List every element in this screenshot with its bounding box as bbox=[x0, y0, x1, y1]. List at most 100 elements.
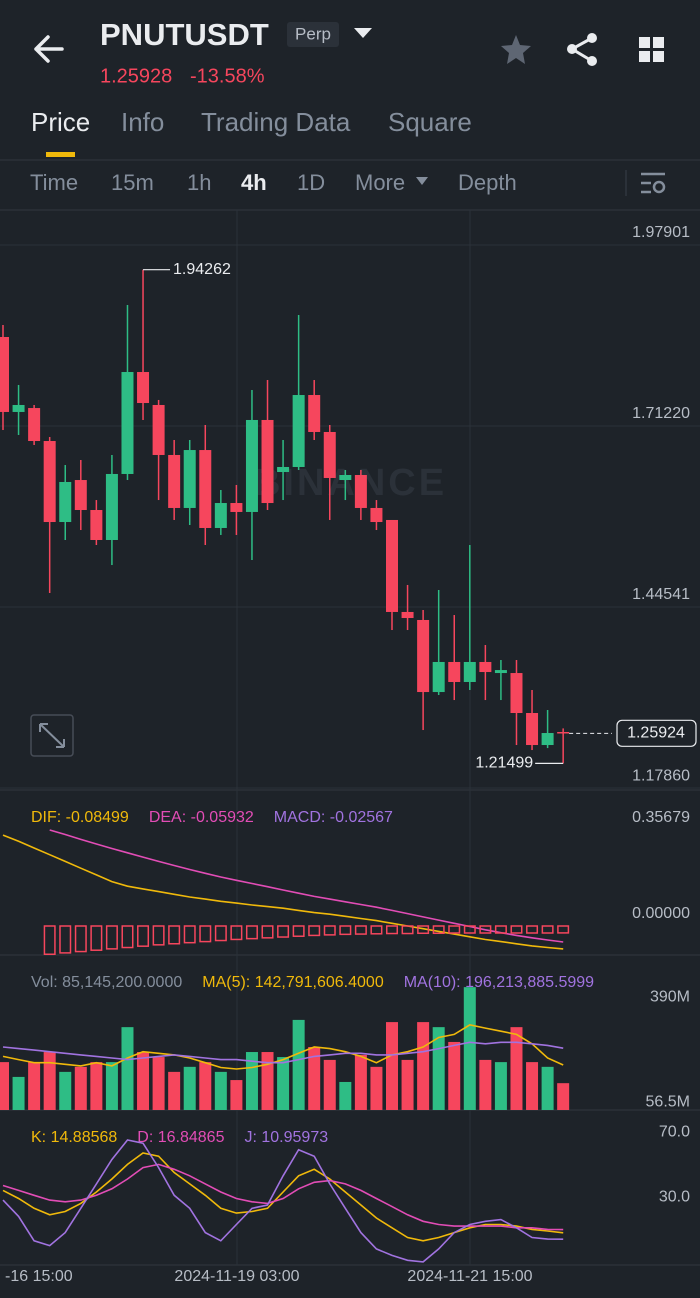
layout-button[interactable] bbox=[639, 37, 664, 62]
candle-body bbox=[448, 661, 461, 682]
tab[interactable]: Info bbox=[121, 107, 164, 137]
favorite-button[interactable] bbox=[501, 35, 531, 64]
indicator-bar bbox=[479, 1059, 492, 1110]
indicator-bar bbox=[510, 1027, 523, 1110]
indicator-bar bbox=[354, 925, 367, 935]
indicator-bar bbox=[214, 925, 227, 942]
candle-body bbox=[12, 404, 25, 412]
candle-body bbox=[261, 419, 274, 504]
interval[interactable]: Depth bbox=[458, 170, 517, 195]
indicator-bar bbox=[12, 1076, 25, 1110]
tab-indicator bbox=[46, 152, 75, 157]
indicator-bar bbox=[152, 925, 165, 946]
candle-body bbox=[90, 510, 103, 540]
indicator-bar bbox=[121, 925, 134, 949]
y-tick-label: 390M bbox=[650, 988, 690, 1005]
legend-entry: DEA: -0.05932 bbox=[149, 809, 254, 826]
time-label: -16 15:00 bbox=[5, 1268, 73, 1285]
indicator-bar bbox=[28, 1062, 41, 1110]
y-tick-label: 0.35679 bbox=[632, 809, 690, 826]
y-tick-label: 0.00000 bbox=[632, 905, 690, 922]
indicator-bar bbox=[277, 925, 290, 938]
indicator-bar bbox=[43, 1052, 56, 1110]
share-button[interactable] bbox=[567, 33, 597, 66]
indicator-line bbox=[2, 1024, 564, 1070]
y-tick-label: 30.0 bbox=[659, 1188, 690, 1205]
candle-body bbox=[245, 419, 258, 512]
indicator-bar bbox=[74, 1066, 87, 1110]
indicator-bar bbox=[90, 1062, 103, 1110]
y-tick-label: 1.17860 bbox=[632, 767, 690, 784]
indicator-bar bbox=[494, 925, 507, 934]
interval[interactable]: 4h bbox=[241, 170, 267, 195]
indicator-bar bbox=[105, 1062, 118, 1110]
candle-body bbox=[494, 670, 507, 674]
candle-body bbox=[417, 619, 430, 693]
candle-body bbox=[401, 611, 414, 619]
indicator-bar bbox=[292, 925, 305, 937]
indicator-bar bbox=[137, 1052, 150, 1110]
indicator-bar bbox=[199, 1062, 212, 1110]
y-tick-label: 1.71220 bbox=[632, 405, 690, 422]
candle-body bbox=[370, 507, 383, 523]
indicator-bar bbox=[121, 1027, 134, 1110]
interval[interactable]: 1D bbox=[297, 170, 325, 195]
legend-entry: J: 10.95973 bbox=[244, 1129, 328, 1146]
interval[interactable]: More bbox=[355, 170, 405, 195]
candle-body bbox=[137, 372, 150, 404]
indicator-bar bbox=[354, 1054, 367, 1110]
candle-body bbox=[230, 503, 243, 512]
interval[interactable]: 1h bbox=[187, 170, 211, 195]
candle-body bbox=[0, 337, 9, 412]
symbol[interactable]: PNUTUSDT bbox=[100, 17, 269, 52]
candle-body bbox=[557, 731, 570, 734]
indicator-bar bbox=[432, 925, 445, 935]
indicator-line bbox=[2, 1163, 564, 1231]
indicator-bar bbox=[168, 925, 181, 945]
candle-body bbox=[28, 408, 41, 442]
indicator-bar bbox=[541, 1066, 554, 1110]
indicator-bar bbox=[277, 1057, 290, 1110]
indicator-line bbox=[2, 1041, 564, 1064]
tab[interactable]: Square bbox=[388, 107, 472, 137]
more-dropdown bbox=[416, 177, 428, 185]
grid-cell bbox=[653, 37, 664, 48]
y-tick-label: 56.5M bbox=[646, 1093, 690, 1110]
indicator-bar bbox=[386, 925, 398, 935]
tab[interactable]: Trading Data bbox=[201, 107, 351, 137]
time-label: 2024-11-19 03:00 bbox=[174, 1268, 299, 1285]
symbol-dropdown[interactable] bbox=[354, 28, 372, 38]
legend-entry: DIF: -0.08499 bbox=[31, 809, 129, 826]
indicator-bar bbox=[463, 925, 476, 934]
indicator-bar bbox=[417, 1022, 430, 1110]
badge: Perp bbox=[295, 24, 331, 43]
legend-entry: K: 14.88568 bbox=[31, 1129, 117, 1146]
indicator-bar bbox=[168, 1071, 181, 1110]
legend-entry: Vol: 85,145,200.0000 bbox=[31, 974, 182, 991]
candle-body bbox=[105, 473, 118, 540]
candle-body bbox=[510, 673, 523, 713]
indicator-bar bbox=[386, 1022, 398, 1110]
candle-body bbox=[308, 395, 321, 432]
indicator-bar bbox=[245, 925, 258, 940]
interval[interactable]: 15m bbox=[111, 170, 154, 195]
candle-body bbox=[214, 503, 227, 528]
candle-body bbox=[277, 466, 290, 473]
indicator-bar bbox=[308, 1046, 321, 1110]
fullscreen-button[interactable] bbox=[30, 714, 74, 757]
indicator-bar bbox=[510, 925, 523, 934]
indicator-bar bbox=[557, 925, 570, 934]
tab[interactable]: Price bbox=[31, 107, 90, 137]
back-button[interactable] bbox=[34, 35, 64, 63]
indicator-bar bbox=[74, 925, 87, 953]
indicator-bar bbox=[417, 925, 430, 935]
back-arrow bbox=[34, 35, 64, 63]
indicator-settings[interactable] bbox=[641, 172, 666, 194]
interval[interactable]: Time bbox=[30, 170, 78, 195]
candle-body bbox=[74, 480, 87, 511]
candle-body bbox=[199, 450, 212, 528]
candle-body bbox=[386, 519, 398, 612]
candle-body bbox=[168, 454, 181, 508]
grid-cell bbox=[639, 51, 650, 62]
fullscreen-icon bbox=[39, 723, 65, 748]
